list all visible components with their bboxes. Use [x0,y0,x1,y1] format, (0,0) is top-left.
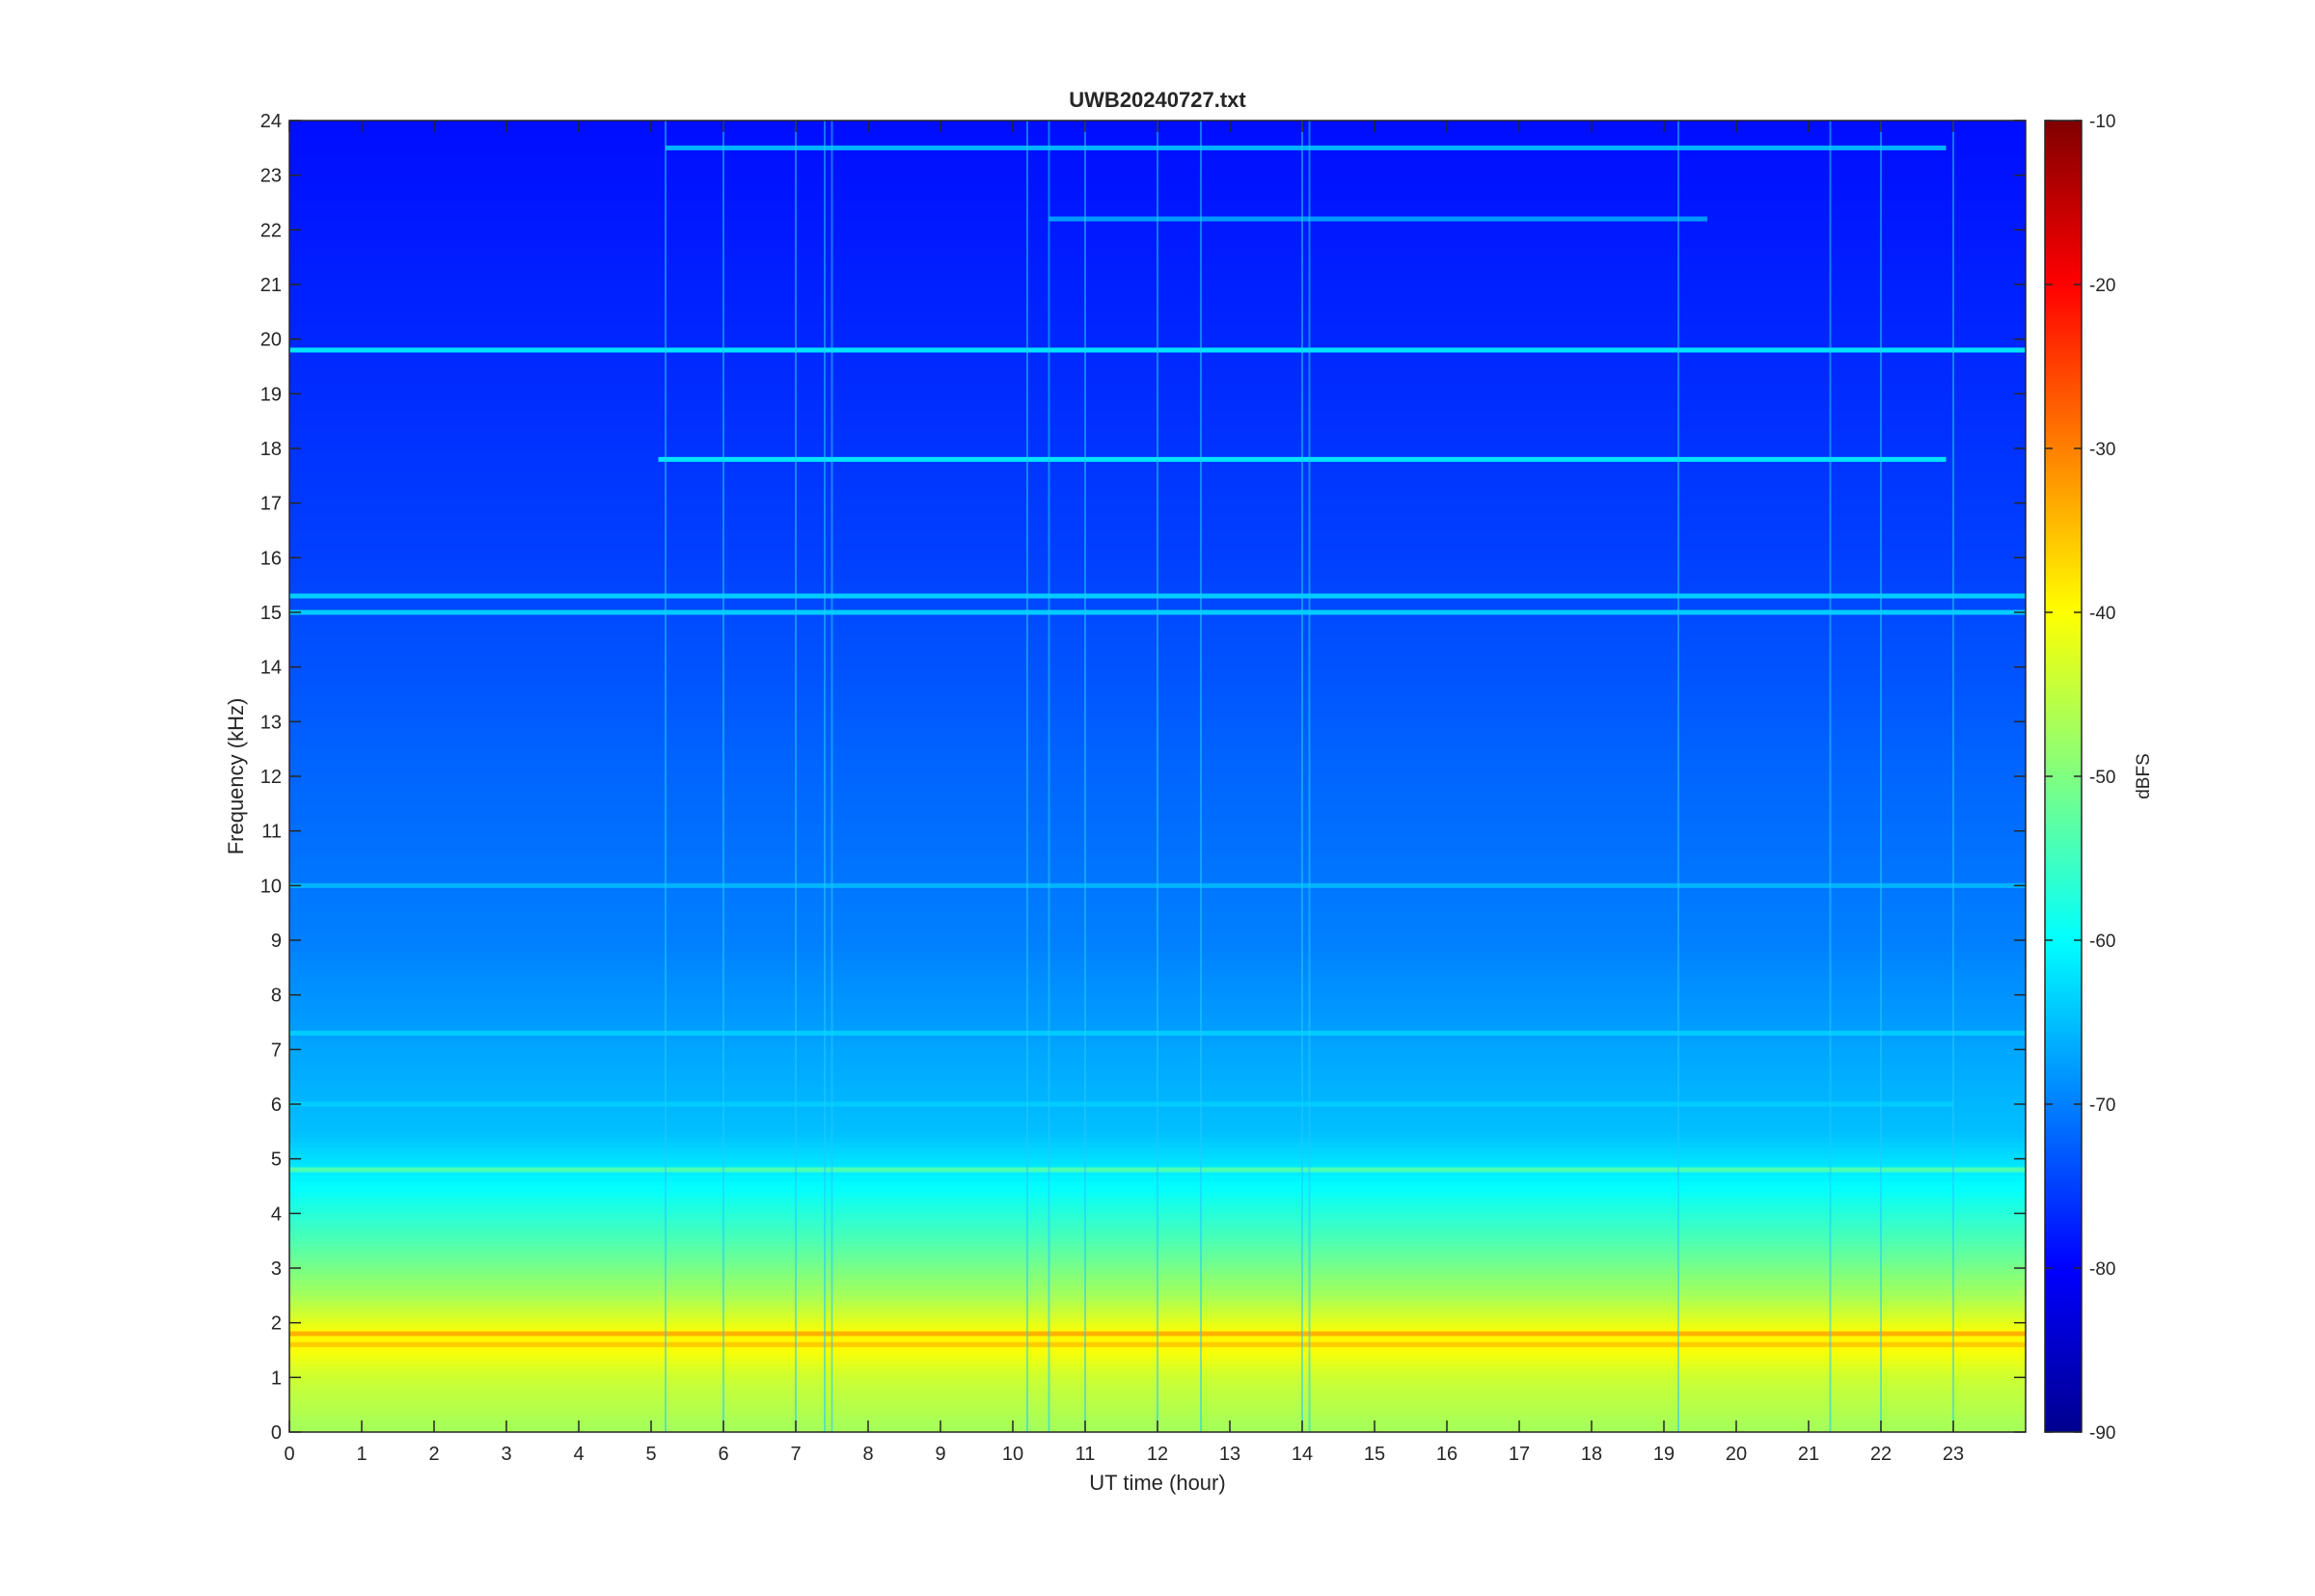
x-tick-label: 13 [1219,1444,1240,1465]
x-tick-label: 23 [1943,1444,1964,1465]
x-tick-label: 11 [1076,1444,1096,1465]
x-tick-label: 2 [428,1444,439,1465]
x-tick-label: 19 [1653,1444,1675,1465]
y-tick-label: 16 [260,548,282,569]
y-tick-label: 7 [271,1040,282,1061]
colorbar-ticks: -10 -20 -30 -40 -50 -60 -70 -80 -90 [2045,112,2115,1444]
y-tick-label: 21 [260,275,282,296]
colorbar-tick-label: -40 [2089,604,2115,624]
x-tick-label: 16 [1436,1444,1457,1465]
x-tick-label: 20 [1726,1444,1747,1465]
y-tick-label: 1 [271,1367,282,1389]
colorbar-tick-label: -30 [2089,440,2115,460]
x-tick-label: 5 [645,1444,656,1465]
y-tick-label: 2 [271,1313,282,1335]
y-tick-label: 13 [260,712,282,733]
y-tick-label: 14 [260,658,282,679]
x-tick-label: 9 [935,1444,945,1465]
x-tick-label: 22 [1870,1444,1892,1465]
x-tick-label: 6 [718,1444,728,1465]
y-tick-label: 17 [260,494,282,515]
y-tick-label: 3 [271,1258,282,1280]
y-tick-label: 6 [271,1095,282,1116]
colorbar-tick-label: -50 [2089,768,2115,788]
vertical-streaks [665,121,1954,1432]
y-tick-label: 9 [271,931,282,952]
y-tick-label: 12 [260,767,282,788]
x-axis-ticks: 0 1 2 3 4 5 6 7 8 9 10 11 12 13 14 15 16 17 18 19 20 21 22 23 [284,121,1964,1465]
chart-title: UWB20240727.txt [1069,88,1246,112]
y-tick-label: 22 [260,220,282,241]
y-tick-label: 11 [261,822,282,843]
y-tick-label: 8 [271,986,282,1007]
x-tick-label: 18 [1581,1444,1602,1465]
x-tick-label: 17 [1509,1444,1530,1465]
y-tick-label: 0 [271,1422,282,1444]
x-tick-label: 15 [1364,1444,1385,1465]
x-tick-label: 1 [356,1444,367,1465]
y-tick-label: 4 [271,1204,282,1225]
x-tick-label: 4 [573,1444,584,1465]
y-tick-label: 24 [260,111,282,132]
x-tick-label: 8 [862,1444,873,1465]
y-tick-label: 5 [271,1150,282,1171]
x-tick-label: 10 [1002,1444,1023,1465]
y-axis-label: Frequency (kHz) [224,698,248,855]
colorbar-tick-label: -60 [2089,932,2115,952]
x-tick-label: 12 [1147,1444,1168,1465]
colorbar-tick-label: -70 [2089,1096,2115,1116]
colorbar-tick-label: -10 [2089,112,2115,132]
x-tick-label: 0 [284,1444,294,1465]
x-axis-label: UT time (hour) [1089,1471,1225,1495]
y-tick-label: 23 [260,166,282,187]
y-tick-label: 18 [260,439,282,460]
colorbar-tick-label: -20 [2089,276,2115,296]
x-tick-label: 7 [790,1444,801,1465]
x-tick-label: 14 [1292,1444,1313,1465]
colorbar-tick-label: -90 [2089,1423,2115,1444]
spectrogram-image [289,121,2026,1432]
colorbar-label: dBFS [2134,753,2154,799]
x-tick-label: 21 [1798,1444,1819,1465]
y-tick-label: 19 [260,384,282,405]
colorbar-tick-label: -80 [2089,1259,2115,1280]
x-tick-label: 3 [501,1444,511,1465]
y-tick-label: 10 [260,876,282,897]
y-tick-label: 15 [260,603,282,624]
y-tick-label: 20 [260,330,282,351]
